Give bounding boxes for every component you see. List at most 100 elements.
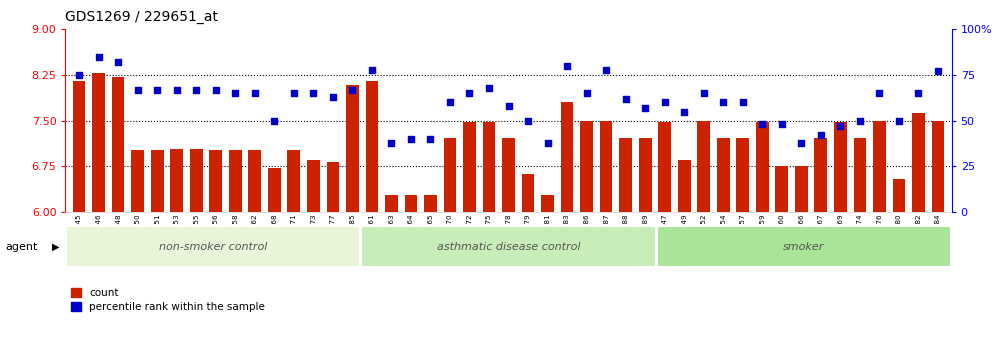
Bar xyxy=(112,77,125,212)
Bar xyxy=(834,122,847,212)
Bar xyxy=(912,114,924,212)
Point xyxy=(481,85,497,91)
Bar xyxy=(65,227,361,267)
Point xyxy=(910,90,926,96)
Bar xyxy=(463,122,476,212)
Point xyxy=(110,59,126,65)
Bar xyxy=(619,138,632,212)
Point xyxy=(188,87,204,92)
Bar xyxy=(892,179,905,212)
Point xyxy=(696,90,712,96)
Bar xyxy=(366,81,379,212)
Bar xyxy=(346,86,358,212)
Bar xyxy=(541,195,554,212)
Bar xyxy=(424,195,437,212)
Point xyxy=(91,54,107,59)
Text: agent: agent xyxy=(5,242,37,252)
Bar xyxy=(756,122,768,212)
Point xyxy=(735,100,751,105)
Bar xyxy=(131,150,144,212)
Point xyxy=(617,96,633,101)
Point xyxy=(891,118,907,124)
Point xyxy=(500,104,517,109)
Bar xyxy=(657,227,952,267)
Bar xyxy=(190,149,202,212)
Bar xyxy=(385,195,398,212)
Bar xyxy=(638,138,652,212)
Bar xyxy=(600,121,612,212)
Bar xyxy=(522,174,535,212)
Point xyxy=(325,94,341,100)
Point xyxy=(305,90,321,96)
Point xyxy=(813,132,829,138)
Bar xyxy=(268,168,281,212)
Bar xyxy=(678,160,691,212)
Point xyxy=(833,124,849,129)
Point xyxy=(228,90,244,96)
Point xyxy=(384,140,400,146)
Text: smoker: smoker xyxy=(783,242,825,252)
Point xyxy=(852,118,868,124)
Point xyxy=(579,90,595,96)
Bar xyxy=(795,166,808,212)
Bar xyxy=(287,150,300,212)
Bar xyxy=(209,150,223,212)
Bar xyxy=(815,138,827,212)
Point xyxy=(657,100,673,105)
Point xyxy=(929,69,946,74)
Point xyxy=(286,90,302,96)
Bar xyxy=(502,138,515,212)
Bar xyxy=(229,150,242,212)
Text: ▶: ▶ xyxy=(52,242,59,252)
Point xyxy=(422,136,438,142)
Point xyxy=(461,90,477,96)
Text: asthmatic disease control: asthmatic disease control xyxy=(437,242,580,252)
Bar xyxy=(931,121,945,212)
Bar xyxy=(362,227,656,267)
Bar xyxy=(482,122,495,212)
Bar xyxy=(73,81,86,212)
Point xyxy=(71,72,88,78)
Text: GDS1269 / 229651_at: GDS1269 / 229651_at xyxy=(65,10,219,24)
Point xyxy=(149,87,165,92)
Bar xyxy=(93,73,105,212)
Point xyxy=(773,122,789,127)
Bar xyxy=(151,150,163,212)
Bar xyxy=(854,138,866,212)
Bar xyxy=(249,150,261,212)
Point xyxy=(520,118,536,124)
Point xyxy=(676,109,692,115)
Point xyxy=(794,140,810,146)
Text: non-smoker control: non-smoker control xyxy=(159,242,267,252)
Point xyxy=(559,63,575,69)
Bar xyxy=(698,121,710,212)
Point xyxy=(364,67,380,72)
Point xyxy=(403,136,419,142)
Point xyxy=(247,90,263,96)
Legend: count, percentile rank within the sample: count, percentile rank within the sample xyxy=(70,288,265,312)
Bar xyxy=(405,195,417,212)
Bar xyxy=(170,149,183,212)
Point xyxy=(754,122,770,127)
Bar xyxy=(444,138,456,212)
Bar xyxy=(561,102,573,212)
Point xyxy=(540,140,556,146)
Point xyxy=(598,67,614,72)
Bar xyxy=(659,122,671,212)
Bar xyxy=(717,138,730,212)
Point xyxy=(130,87,146,92)
Bar xyxy=(873,121,886,212)
Bar xyxy=(775,166,788,212)
Point xyxy=(715,100,731,105)
Point xyxy=(637,105,654,111)
Point xyxy=(168,87,184,92)
Bar xyxy=(736,138,749,212)
Point xyxy=(871,90,887,96)
Point xyxy=(442,100,458,105)
Bar xyxy=(580,121,593,212)
Bar xyxy=(307,160,319,212)
Point xyxy=(207,87,224,92)
Point xyxy=(344,87,361,92)
Bar xyxy=(326,162,339,212)
Point xyxy=(266,118,282,124)
